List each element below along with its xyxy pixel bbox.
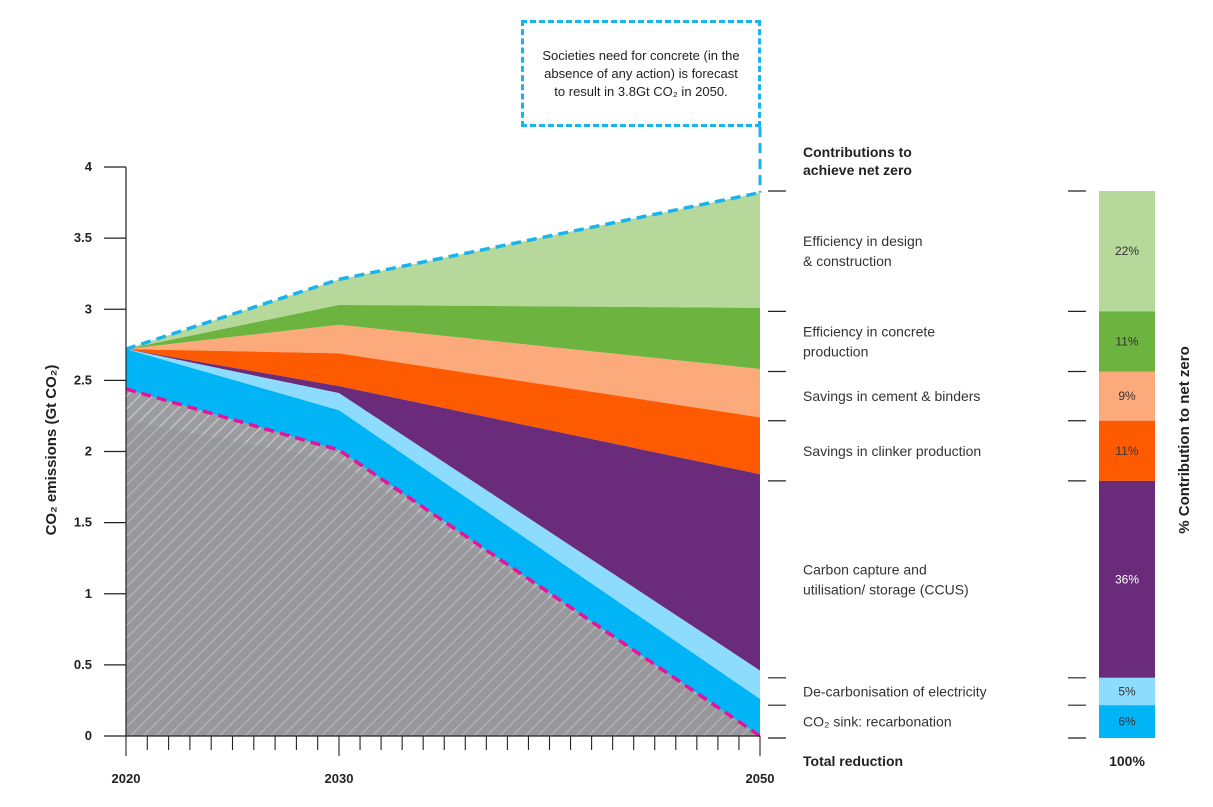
y-tick-label: 1.5 <box>74 515 92 530</box>
x-tick-label: 2050 <box>746 771 775 786</box>
bar-axis-title: % Contribution to net zero <box>1176 346 1193 533</box>
y-tick-label: 2.5 <box>74 372 92 387</box>
baseline-net-emissions <box>125 387 761 738</box>
area-4 <box>126 349 760 475</box>
area-3 <box>126 324 760 418</box>
y-tick-label: 0.5 <box>74 657 92 672</box>
area-2 <box>126 304 760 369</box>
bar-segment-label: 22% <box>1115 244 1139 258</box>
axes: 0 0.5 1 1.5 2 2.5 3 3.5 4 2020 2030 2050 CO₂ emissio… <box>43 159 774 786</box>
y-tick-label: 4 <box>85 159 93 174</box>
legend-label: Carbon capture and <box>803 561 927 577</box>
legend-label: Efficiency in design <box>803 233 923 249</box>
bar-segment-label: 9% <box>1118 389 1136 403</box>
area-5 <box>126 349 760 671</box>
y-tick-label: 3 <box>85 301 92 316</box>
forecast-callout-text: Societies need for concrete (in the abse… <box>542 47 740 99</box>
legend-label: Savings in cement & binders <box>803 388 980 404</box>
total-reduction-label: Total reduction <box>803 753 903 769</box>
bar-segment <box>1099 677 1155 706</box>
area-layers <box>126 192 760 736</box>
bar-segment <box>1099 371 1155 421</box>
bar-segment <box>1099 705 1155 738</box>
bar-total-label: 100% <box>1109 753 1145 769</box>
legend-heading: Contributions to <box>803 144 912 160</box>
forecast-callout: Societies need for concrete (in the abse… <box>521 20 761 127</box>
baseline-business-as-usual <box>125 190 761 351</box>
remaining-emissions-area <box>126 388 760 736</box>
y-axis-title: CO₂ emissions (Gt CO₂) <box>43 365 60 536</box>
x-tick-label: 2020 <box>112 771 141 786</box>
bar-segment <box>1099 311 1155 372</box>
y-tick-label: 3.5 <box>74 230 92 245</box>
y-tick-label: 0 <box>85 728 92 743</box>
bar-segment-label: 11% <box>1115 444 1138 458</box>
bar-segment <box>1099 480 1155 678</box>
bar-segment <box>1099 420 1155 481</box>
bar-segment-label: 6% <box>1118 715 1136 729</box>
legend-label: utilisation/ storage (CCUS) <box>803 581 969 597</box>
legend-label: CO₂ sink: recarbonation <box>803 714 952 730</box>
legend-label: production <box>803 343 868 359</box>
legend-label: De-carbonisation of electricity <box>803 684 987 700</box>
legend-label: & construction <box>803 253 892 269</box>
legend-heading: achieve net zero <box>803 162 912 178</box>
legend-label: Savings in clinker production <box>803 443 981 459</box>
bar-segment-label: 5% <box>1118 685 1136 699</box>
bar-segment-label: 11% <box>1115 334 1138 348</box>
baseline-lines <box>125 127 762 738</box>
bar-segment <box>1099 191 1155 312</box>
area-1 <box>126 192 760 350</box>
contribution-bar: 22% 11% 9% 11% 36% 5% 6% 100% % Contribution to … <box>1099 191 1193 769</box>
remaining-emissions-core <box>126 420 760 736</box>
legend-label: Efficiency in concrete <box>803 323 935 339</box>
y-tick-label: 1 <box>85 586 92 601</box>
bar-segment-label: 36% <box>1115 572 1139 586</box>
x-tick-label: 2030 <box>325 771 354 786</box>
contribution-legend: Contributions to achieve net zero Efficien… <box>768 144 1086 769</box>
area-7 <box>126 349 760 736</box>
y-tick-label: 2 <box>85 444 92 459</box>
